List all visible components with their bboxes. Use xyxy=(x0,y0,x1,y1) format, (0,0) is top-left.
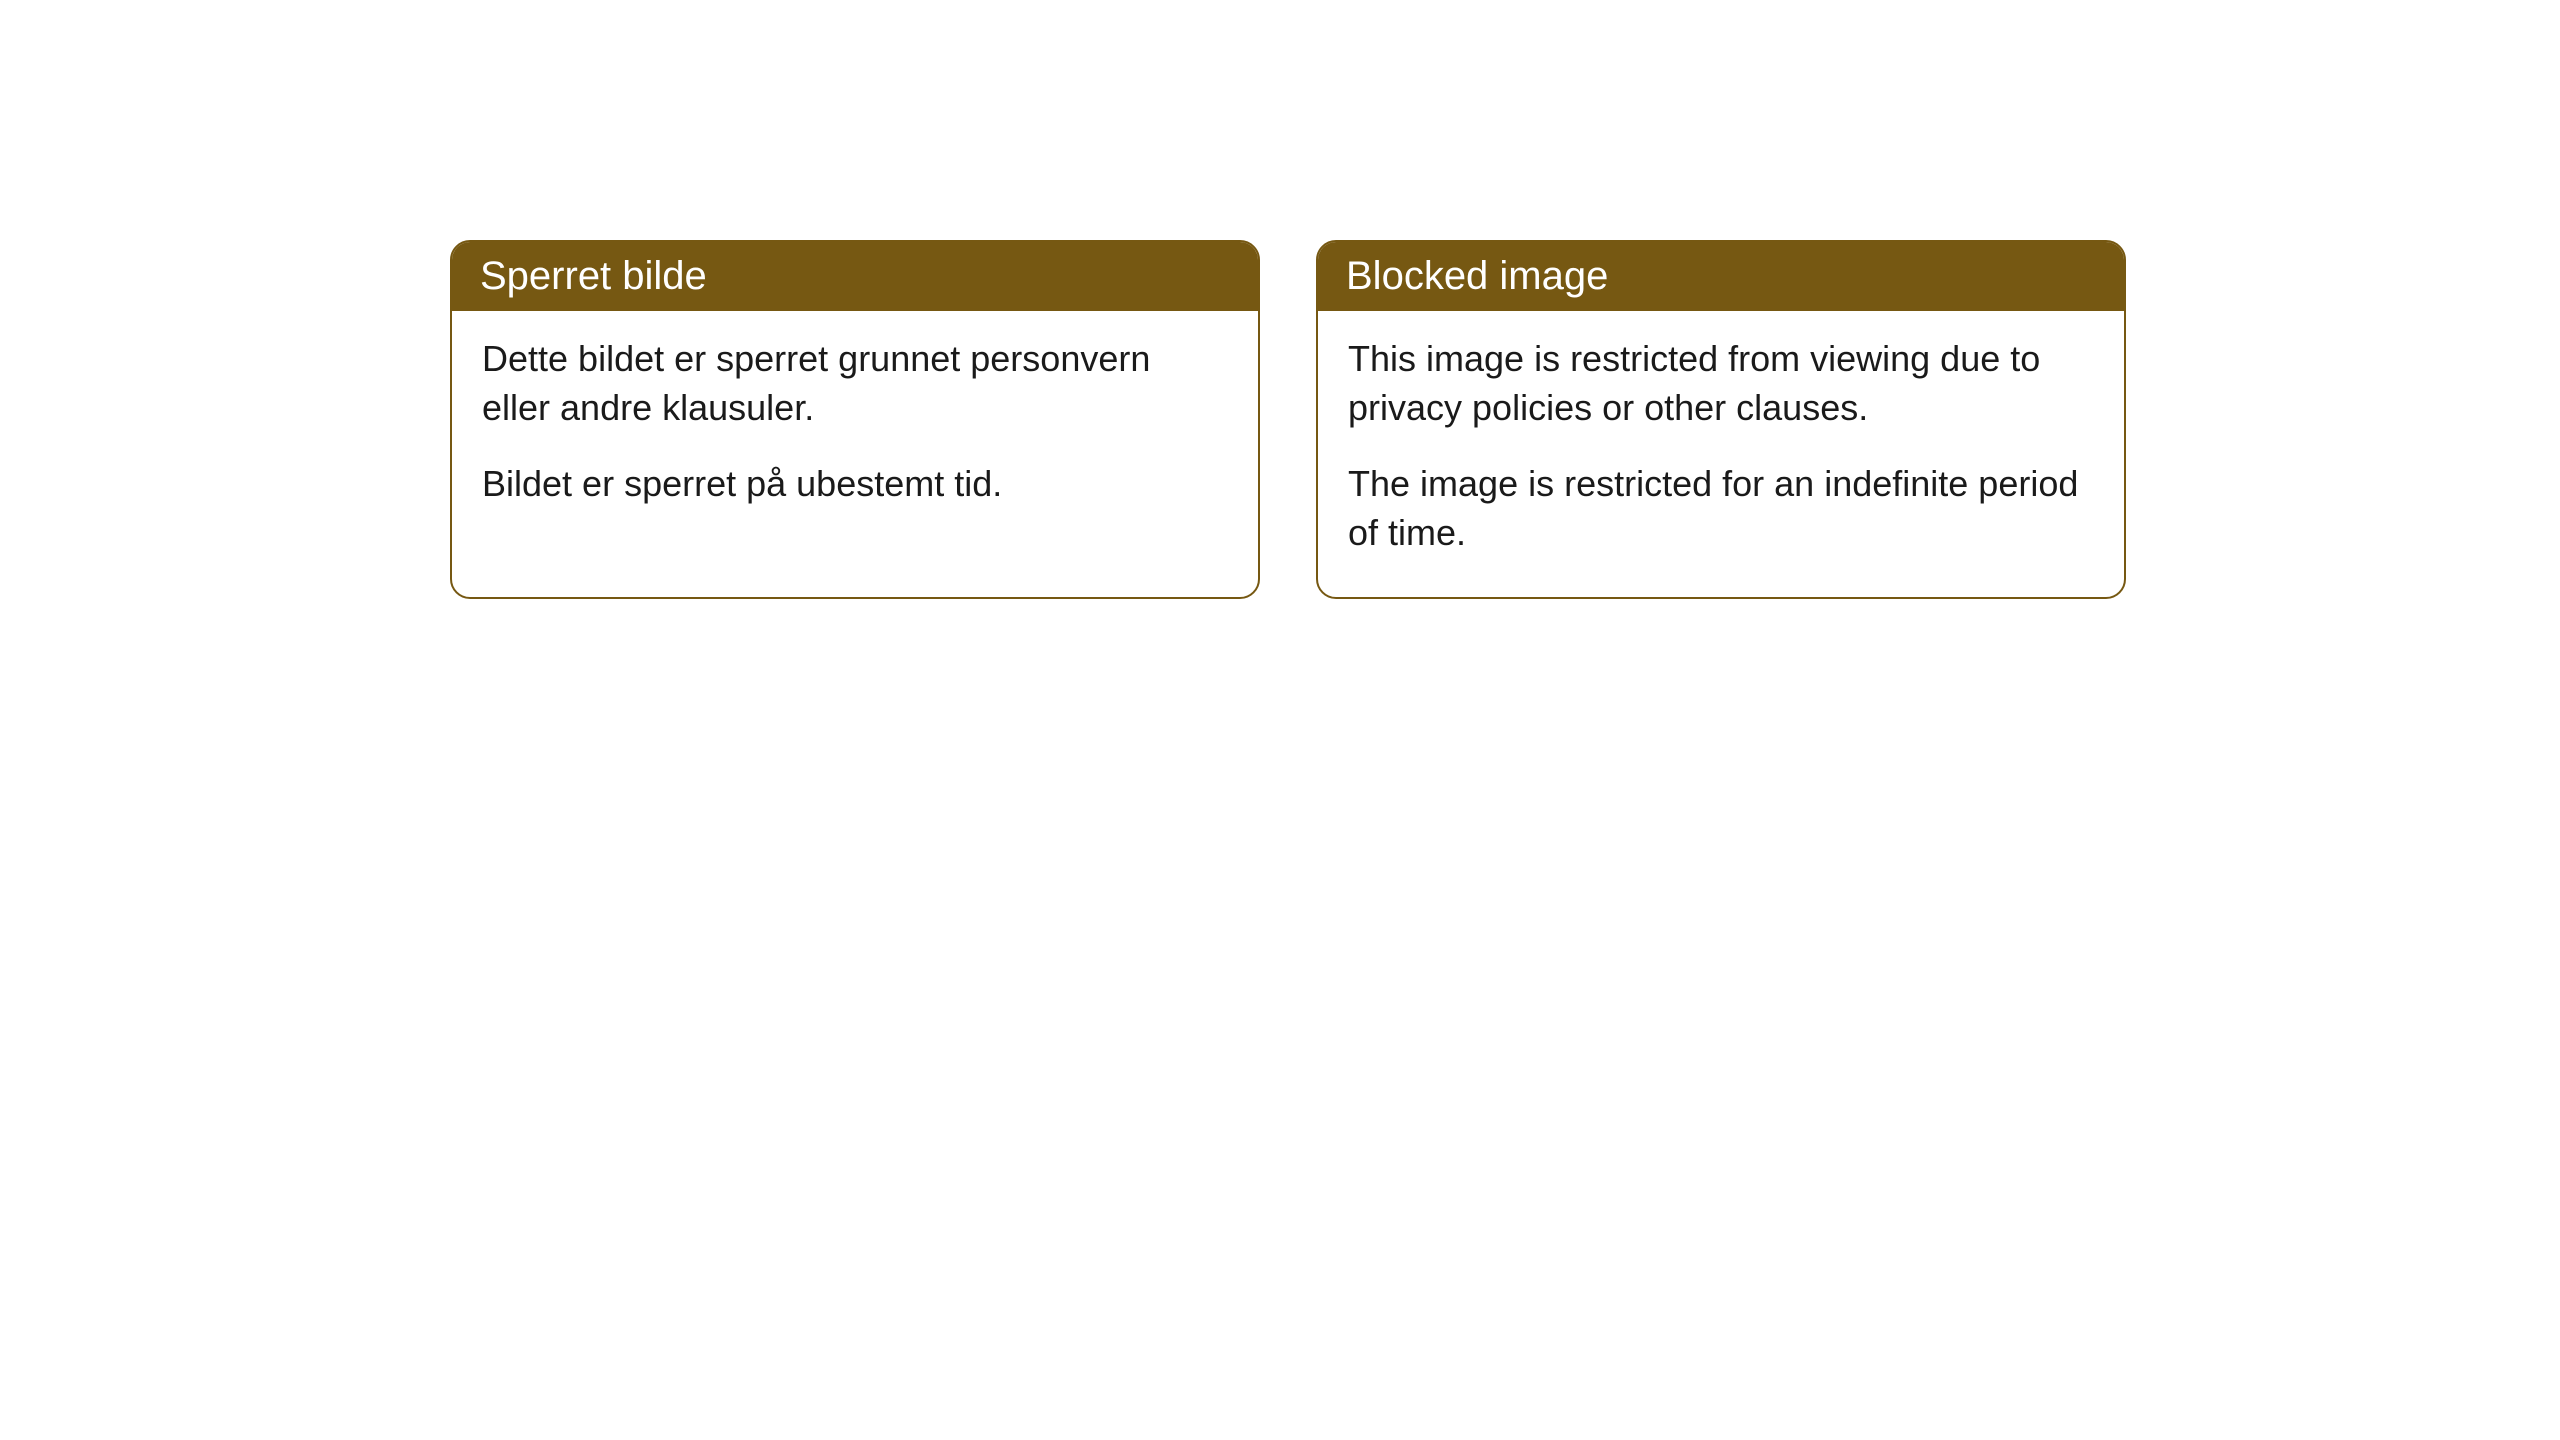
card-paragraph: Dette bildet er sperret grunnet personve… xyxy=(482,335,1228,432)
card-title: Sperret bilde xyxy=(480,254,707,298)
notice-card-english: Blocked image This image is restricted f… xyxy=(1316,240,2126,599)
notice-card-norwegian: Sperret bilde Dette bildet er sperret gr… xyxy=(450,240,1260,599)
card-paragraph: The image is restricted for an indefinit… xyxy=(1348,460,2094,557)
card-title: Blocked image xyxy=(1346,254,1608,298)
card-paragraph: Bildet er sperret på ubestemt tid. xyxy=(482,460,1228,509)
notice-cards-container: Sperret bilde Dette bildet er sperret gr… xyxy=(450,240,2126,599)
card-header: Blocked image xyxy=(1318,242,2124,311)
card-header: Sperret bilde xyxy=(452,242,1258,311)
card-body: This image is restricted from viewing du… xyxy=(1318,311,2124,597)
card-paragraph: This image is restricted from viewing du… xyxy=(1348,335,2094,432)
card-body: Dette bildet er sperret grunnet personve… xyxy=(452,311,1258,549)
